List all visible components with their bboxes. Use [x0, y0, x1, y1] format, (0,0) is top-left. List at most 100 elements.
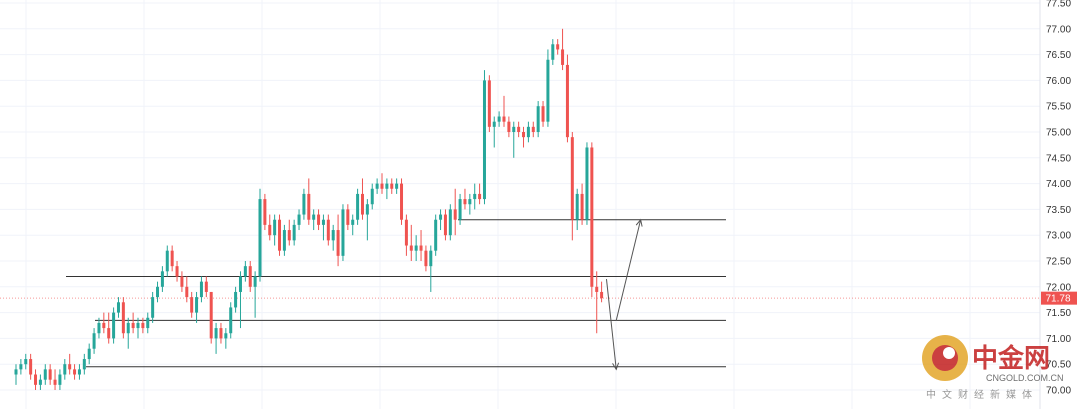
candle	[565, 54, 569, 143]
candle	[278, 214, 282, 256]
candle	[24, 353, 28, 370]
candle	[253, 271, 257, 318]
candle	[29, 353, 33, 380]
candle	[385, 178, 389, 200]
candle-body	[87, 348, 91, 360]
candle	[199, 276, 203, 303]
candle	[478, 183, 482, 205]
candle-body	[356, 193, 360, 220]
candle-body	[541, 106, 545, 122]
candle-body	[443, 214, 447, 236]
candle	[507, 116, 511, 138]
candle	[180, 271, 184, 292]
candle	[380, 173, 384, 194]
candle	[263, 193, 267, 231]
candle-body	[439, 214, 443, 220]
candle-body	[131, 322, 135, 329]
candle-body	[102, 322, 106, 329]
candle-body	[63, 364, 67, 375]
candle-body	[400, 183, 404, 220]
candle	[258, 188, 262, 282]
candle-body	[448, 209, 452, 236]
candle	[185, 276, 189, 303]
y-tick-label: 77.00	[1046, 24, 1071, 35]
candle-body	[156, 286, 160, 298]
candle	[517, 121, 521, 138]
candle-body	[77, 369, 81, 375]
candle	[92, 328, 96, 354]
candle	[43, 364, 47, 385]
candle-body	[238, 276, 242, 292]
candle	[73, 364, 77, 380]
candle-body	[478, 193, 482, 200]
candle-body	[341, 209, 345, 256]
candle	[195, 291, 199, 323]
candle-body	[590, 147, 594, 287]
candle-body	[346, 209, 350, 225]
candle-body	[473, 193, 477, 200]
candle-body	[243, 266, 247, 277]
candle-body	[522, 132, 526, 138]
candle	[336, 214, 340, 267]
candle	[68, 353, 72, 375]
last-price-badge: 71.78	[1041, 291, 1077, 305]
candle-body	[551, 44, 555, 60]
candle-body	[297, 214, 301, 225]
candle	[204, 276, 208, 298]
candle-body	[29, 359, 33, 375]
candle	[439, 209, 443, 231]
candle	[63, 359, 67, 380]
candle-body	[458, 199, 462, 220]
candle	[160, 266, 164, 292]
candle-body	[409, 245, 413, 251]
candle	[190, 291, 194, 318]
candle-body	[482, 80, 486, 200]
candle	[77, 364, 81, 380]
candle	[351, 214, 355, 236]
candle-body	[258, 199, 262, 277]
candle-body	[600, 291, 604, 299]
candle-body	[526, 126, 530, 138]
candle	[326, 214, 330, 246]
candle-body	[278, 219, 282, 251]
candle-body	[190, 297, 194, 313]
candle	[443, 209, 447, 241]
candle	[360, 178, 364, 220]
candle-body	[112, 312, 116, 339]
candle	[536, 101, 540, 138]
candle-body	[360, 193, 364, 215]
arrow-head-icon	[635, 218, 643, 227]
candle-body	[419, 245, 423, 251]
candle	[400, 178, 404, 225]
y-tick-label: 76.00	[1046, 76, 1071, 87]
candle-body	[463, 199, 467, 205]
candle	[87, 343, 91, 365]
candle-body	[234, 291, 238, 308]
watermark-url: CNGOLD.COM.CN	[986, 373, 1064, 383]
candle	[97, 317, 101, 339]
candle-body	[287, 230, 291, 241]
y-tick-label: 71.00	[1046, 334, 1071, 345]
candle-body	[321, 219, 325, 225]
arrow-line-1	[605, 279, 617, 370]
candle	[234, 286, 238, 313]
candle	[502, 95, 506, 127]
y-tick-label: 73.50	[1046, 205, 1071, 216]
candle-body	[404, 219, 408, 246]
watermark-name: 中金网	[972, 343, 1050, 374]
candle	[170, 245, 174, 272]
candle-body	[375, 183, 379, 189]
candle-body	[507, 121, 511, 132]
candle	[468, 193, 472, 215]
candle	[522, 126, 526, 148]
candle	[312, 209, 316, 231]
candle-body	[331, 230, 335, 241]
candle	[414, 235, 418, 261]
candle-body	[14, 369, 18, 375]
candle-body	[48, 369, 52, 380]
candle-body	[307, 193, 311, 220]
candle	[434, 214, 438, 256]
candle	[556, 39, 560, 55]
